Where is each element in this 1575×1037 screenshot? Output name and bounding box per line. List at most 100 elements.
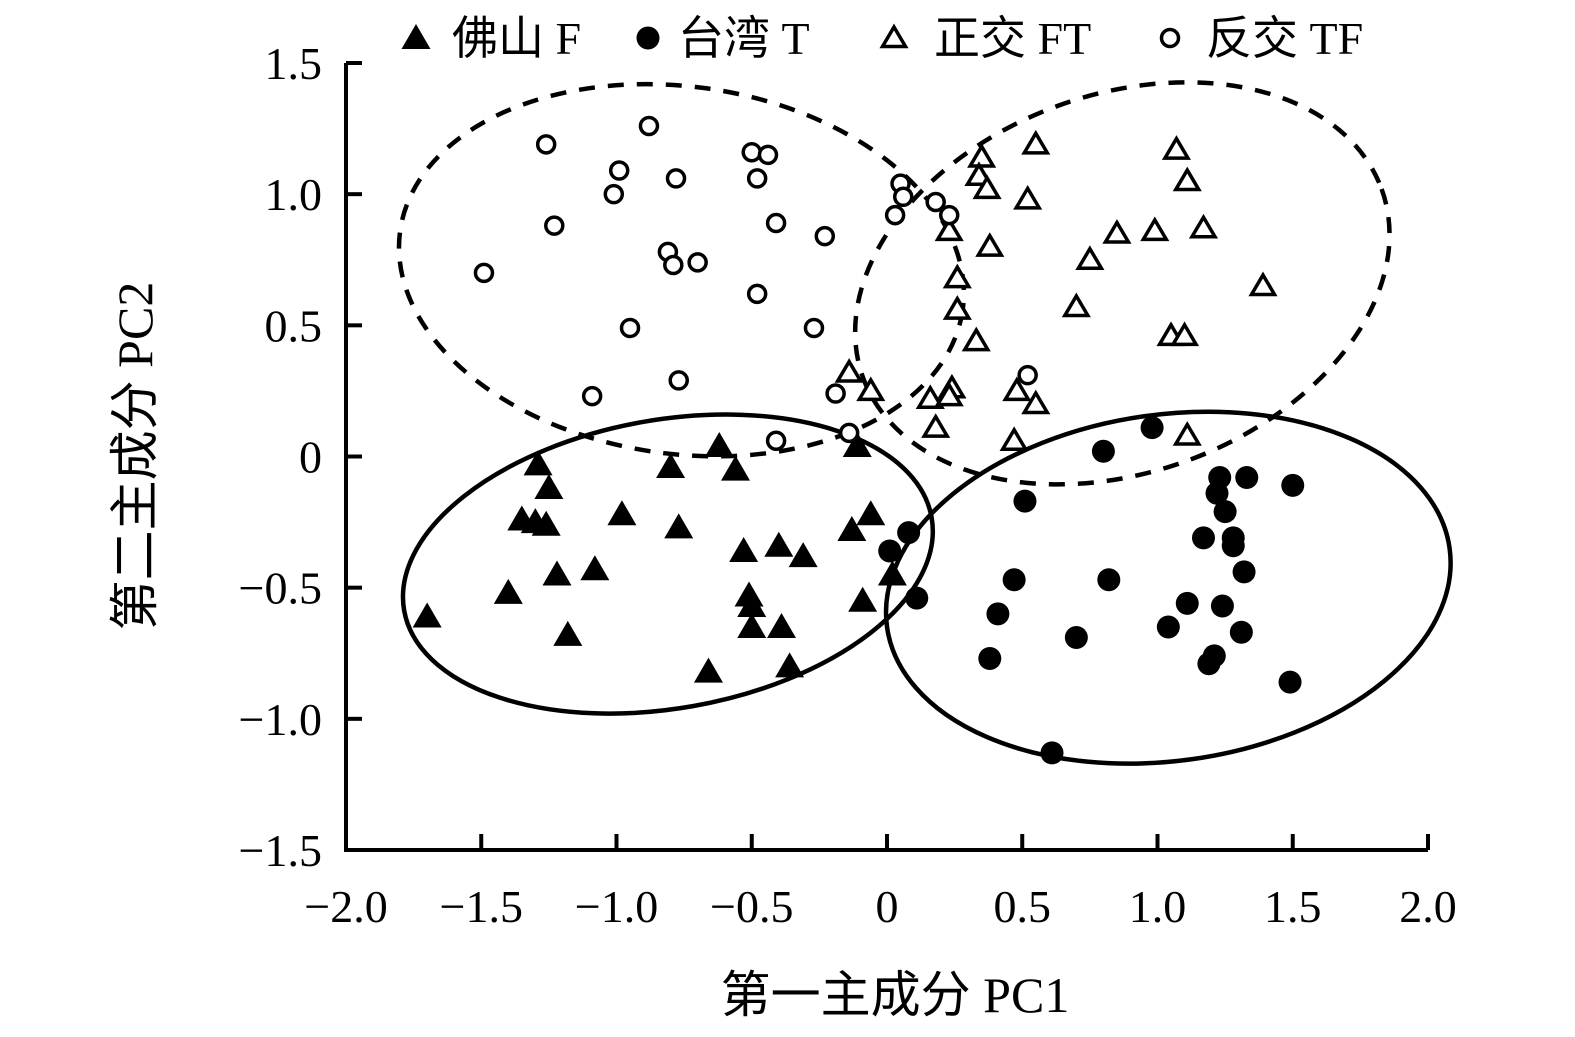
data-point-triangle-open — [1002, 376, 1032, 402]
data-point-triangle-open — [942, 295, 972, 320]
data-point-circle-filled — [1197, 652, 1221, 676]
data-point-triangle-open — [942, 263, 972, 289]
data-point-circle-open — [814, 225, 836, 247]
data-point-triangle-open — [1013, 184, 1043, 210]
legend: 佛山 F 台湾 T 正交 FT 反交 TF — [452, 13, 1363, 64]
data-point-triangle-open — [975, 232, 1005, 257]
data-point-triangle-filled — [412, 602, 442, 628]
data-point-triangle-open — [1061, 292, 1091, 318]
data-point-circle-open — [825, 383, 846, 404]
data-point-circle-open — [581, 385, 603, 407]
data-point-triangle-open — [1188, 213, 1219, 239]
y-tick-label: 1.5 — [265, 38, 323, 89]
data-point-triangle-filled — [531, 510, 561, 536]
data-point-triangle-filled — [664, 513, 694, 539]
data-point-triangle-open — [1248, 271, 1278, 297]
legend-label-taiwan-t: 台湾 T — [678, 13, 810, 64]
legend-circle-filled-icon — [636, 26, 660, 50]
data-point-triangle-filled — [656, 452, 686, 478]
data-point-triangle-open — [856, 376, 886, 402]
legend-label-foshan-f: 佛山 F — [452, 13, 581, 64]
data-point-triangle-open — [834, 358, 864, 383]
data-point-triangle-filled — [693, 657, 723, 683]
data-point-circle-open — [1017, 364, 1038, 386]
series-circle-filled — [878, 416, 1305, 765]
data-point-circle-filled — [1221, 534, 1245, 558]
x-tick-label: 2.0 — [1399, 881, 1457, 932]
data-point-triangle-filled — [856, 500, 886, 526]
data-point-circle-open — [765, 212, 787, 234]
data-point-triangle-open — [1075, 245, 1105, 270]
data-point-circle-open — [663, 254, 684, 276]
data-point-circle-open — [668, 370, 689, 391]
data-point-circle-open — [746, 168, 768, 189]
data-point-circle-filled — [1205, 481, 1229, 505]
data-point-triangle-filled — [775, 652, 805, 678]
data-point-circle-open — [938, 204, 960, 226]
data-point-triangle-open — [1021, 389, 1051, 415]
data-point-circle-open — [603, 183, 625, 205]
y-tick-label: 0.5 — [265, 300, 323, 351]
data-point-circle-filled — [1213, 500, 1237, 524]
axes: 1.51.00.50−0.5−1.0−1.5−2.0 −1.5 −1.0 −0.5 0 0… — [239, 38, 1457, 932]
data-point-circle-open — [757, 144, 779, 166]
data-point-circle-filled — [1232, 560, 1256, 584]
data-point-circle-open — [619, 317, 641, 339]
x-tick-label: −1.0 — [575, 881, 658, 932]
data-point-triangle-open — [921, 413, 951, 438]
data-point-circle-filled — [978, 646, 1002, 670]
data-point-circle-open — [803, 317, 825, 339]
data-points — [412, 115, 1305, 765]
data-point-circle-open — [838, 422, 860, 444]
data-point-triangle-open — [999, 426, 1029, 452]
data-point-circle-open — [746, 283, 768, 305]
x-tick-label: 1.5 — [1264, 881, 1322, 932]
x-axis-title: 第一主成分 PC1 — [721, 967, 1070, 1023]
legend-label-zhengjiao-ft: 正交 FT — [934, 13, 1091, 64]
legend-triangle-filled-icon — [401, 24, 431, 49]
x-tick-label: 0.5 — [994, 881, 1052, 932]
data-point-circle-filled — [878, 539, 902, 563]
data-point-circle-open — [884, 204, 906, 226]
data-point-triangle-open — [961, 326, 991, 352]
legend-triangle-open-icon — [879, 23, 909, 49]
data-point-triangle-open — [934, 216, 964, 242]
y-tick-label: −1.5 — [239, 825, 322, 876]
data-point-triangle-open — [1172, 166, 1202, 192]
data-point-circle-open — [608, 160, 630, 181]
data-point-circle-filled — [1281, 473, 1305, 497]
data-point-triangle-filled — [721, 455, 751, 481]
data-point-circle-open — [535, 134, 557, 155]
data-point-triangle-filled — [837, 515, 867, 541]
data-point-circle-filled — [1002, 568, 1026, 592]
data-point-circle-filled — [1175, 591, 1199, 615]
data-point-triangle-open — [1161, 135, 1192, 160]
data-point-circle-filled — [1278, 670, 1302, 694]
data-point-triangle-filled — [553, 620, 583, 646]
data-point-circle-open — [687, 252, 708, 273]
data-point-circle-filled — [1210, 594, 1234, 618]
data-point-circle-filled — [1191, 526, 1215, 550]
x-tick-label: −0.5 — [710, 881, 793, 932]
data-point-circle-open — [473, 262, 495, 284]
y-tick-label: 1.0 — [265, 169, 323, 220]
data-point-triangle-open — [1169, 321, 1200, 347]
data-point-triangle-open — [972, 174, 1002, 200]
data-point-triangle-open — [1140, 216, 1170, 242]
data-point-circle-open — [544, 215, 565, 236]
data-point-triangle-filled — [704, 432, 734, 458]
legend-label-fanjiao-tf: 反交 TF — [1206, 13, 1363, 64]
x-tick-label: 0 — [876, 881, 899, 932]
data-point-triangle-filled — [764, 531, 794, 557]
data-point-circle-filled — [1040, 741, 1064, 765]
y-tick-label: −1.0 — [239, 694, 322, 745]
data-point-circle-open — [925, 191, 946, 213]
data-point-circle-filled — [1156, 615, 1180, 639]
data-point-triangle-filled — [607, 500, 637, 526]
data-point-circle-open — [741, 141, 762, 163]
data-point-triangle-filled — [848, 586, 878, 612]
y-tick-label: −0.5 — [239, 563, 322, 614]
legend-circle-open-icon — [1159, 27, 1181, 49]
